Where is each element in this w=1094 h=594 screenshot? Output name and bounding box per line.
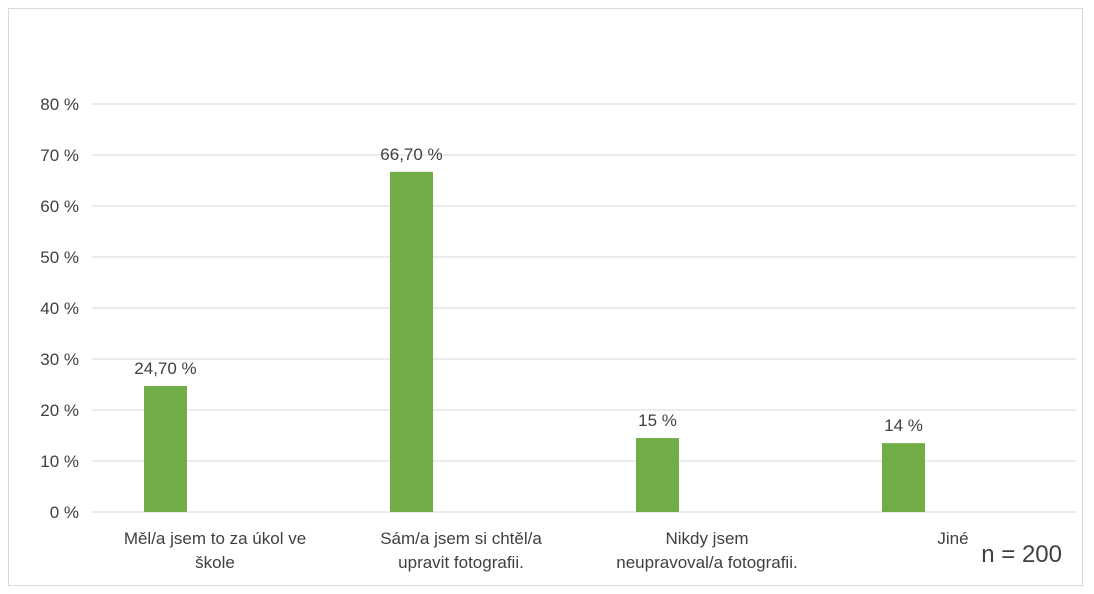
y-tick-label: 80 % xyxy=(40,95,79,114)
category-label: Jiné xyxy=(937,529,968,548)
y-tick-label: 50 % xyxy=(40,248,79,267)
category-label: Sám/a jsem si chtěl/a upravit fotografii. xyxy=(380,529,542,572)
y-tick-label: 60 % xyxy=(40,197,79,216)
chart-frame: 0 % 10 % 20 % 30 % 40 % 50 % 60 % 70 % 80 % 24,70… xyxy=(8,8,1083,586)
y-tick-label: 0 % xyxy=(50,503,79,522)
y-tick-label: 30 % xyxy=(40,350,79,369)
bar xyxy=(390,171,433,512)
sample-size-annotation: n = 200 xyxy=(981,541,1062,568)
y-tick-label: 40 % xyxy=(40,299,79,318)
data-label: 24,70 % xyxy=(134,359,196,378)
data-label: 66,70 % xyxy=(380,145,442,164)
data-label: 15 % xyxy=(638,411,677,430)
y-tick-label: 10 % xyxy=(40,452,79,471)
bar-chart: 0 % 10 % 20 % 30 % 40 % 50 % 60 % 70 % 80 % 24,70… xyxy=(40,95,1076,572)
y-tick-label: 20 % xyxy=(40,401,79,420)
y-tick-label: 70 % xyxy=(40,146,79,165)
category-label: Měl/a jsem to za úkol ve škole xyxy=(124,529,306,572)
bar xyxy=(882,443,925,512)
category-label: Nikdy jsem neupravoval/a fotografii. xyxy=(616,529,797,572)
data-label: 14 % xyxy=(884,416,923,435)
bar xyxy=(636,438,679,512)
bar xyxy=(144,386,187,512)
